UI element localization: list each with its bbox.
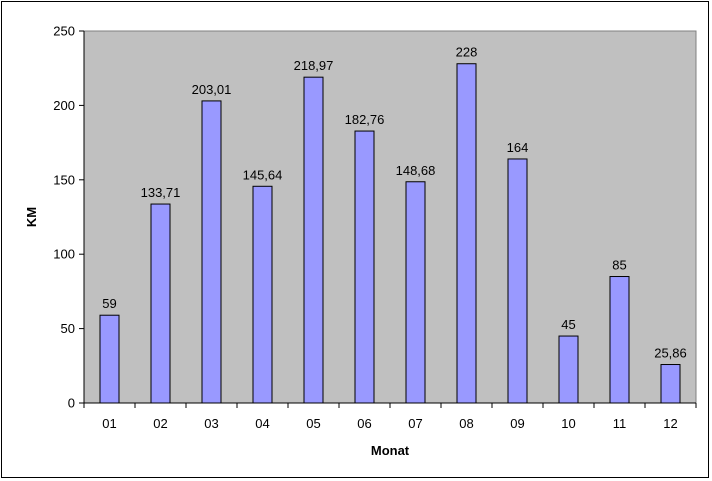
x-tick-label: 01 bbox=[102, 416, 116, 431]
bar bbox=[456, 63, 477, 404]
bar-series bbox=[99, 63, 681, 404]
bar bbox=[99, 314, 120, 404]
bar bbox=[609, 276, 630, 404]
data-label: 218,97 bbox=[294, 58, 334, 73]
data-label: 182,76 bbox=[345, 112, 385, 127]
x-tick-label: 04 bbox=[255, 416, 269, 431]
data-label: 148,68 bbox=[396, 163, 436, 178]
data-labels: 59 133,71 203,01 145,64 218,97 182,76 148,68 22… bbox=[102, 45, 687, 361]
y-tick-label: 150 bbox=[53, 172, 75, 187]
bar bbox=[201, 100, 222, 404]
bar bbox=[405, 181, 426, 404]
data-label: 203,01 bbox=[192, 82, 232, 97]
y-axis-title: KM bbox=[24, 207, 39, 227]
y-axis: 0 50 100 150 200 250 bbox=[53, 24, 85, 411]
data-label: 45 bbox=[561, 317, 575, 332]
x-axis-title: Monat bbox=[371, 443, 410, 458]
y-tick-label: 250 bbox=[53, 24, 75, 39]
data-label: 85 bbox=[612, 258, 626, 273]
bar bbox=[303, 76, 324, 404]
data-label: 59 bbox=[102, 296, 116, 311]
x-tick-label: 11 bbox=[613, 416, 627, 431]
y-tick-label: 100 bbox=[53, 247, 75, 262]
bar bbox=[252, 185, 273, 404]
x-tick-label: 06 bbox=[357, 416, 371, 431]
x-tick-label: 08 bbox=[459, 416, 473, 431]
plot-area bbox=[83, 30, 697, 404]
x-tick-label: 09 bbox=[510, 416, 524, 431]
bar bbox=[558, 335, 579, 404]
data-label: 133,71 bbox=[141, 185, 181, 200]
x-tick-label: 05 bbox=[306, 416, 320, 431]
bar bbox=[354, 130, 375, 404]
bar bbox=[150, 203, 171, 404]
x-tick-label: 10 bbox=[561, 416, 575, 431]
data-label: 25,86 bbox=[654, 346, 687, 361]
data-label: 145,64 bbox=[243, 167, 283, 182]
bar bbox=[660, 364, 681, 404]
data-label: 164 bbox=[507, 140, 529, 155]
x-tick-label: 07 bbox=[408, 416, 422, 431]
x-tick-label: 02 bbox=[153, 416, 167, 431]
data-label: 228 bbox=[456, 45, 478, 60]
y-tick-label: 200 bbox=[53, 98, 75, 113]
x-tick-label: 03 bbox=[204, 416, 218, 431]
y-tick-label: 50 bbox=[61, 321, 75, 336]
y-tick-label: 0 bbox=[68, 396, 75, 411]
x-axis: 01 02 03 04 05 06 07 08 09 10 11 12 bbox=[83, 402, 697, 431]
x-tick-label: 12 bbox=[663, 416, 677, 431]
bar bbox=[507, 158, 528, 404]
